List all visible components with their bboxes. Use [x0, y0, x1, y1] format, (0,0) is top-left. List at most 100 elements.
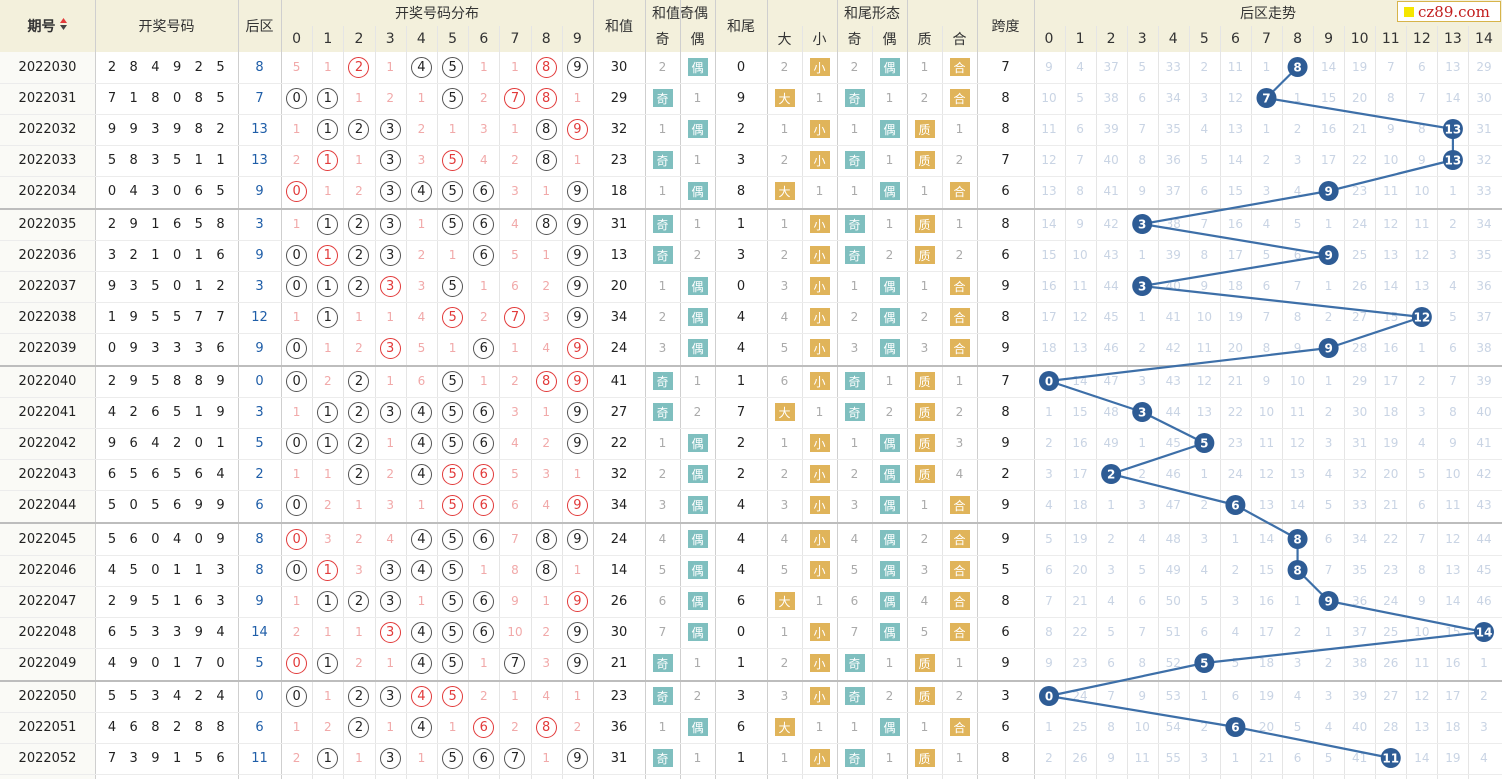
issue-cell[interactable]: 2022035: [18, 216, 77, 232]
site-logo[interactable]: cz89.com: [1397, 1, 1501, 22]
trend-miss-count: 20: [1072, 563, 1088, 577]
trend-miss-count: 36: [1352, 594, 1368, 608]
issue-cell[interactable]: 2022052: [18, 750, 77, 766]
tail-value: 2: [736, 466, 746, 482]
dist-miss-count: 2: [355, 532, 363, 546]
shape-tag: 小: [809, 530, 830, 548]
trend-miss-count: 36: [1165, 153, 1181, 167]
issue-cell[interactable]: 2022037: [18, 278, 77, 294]
shape-tag-cell: 偶: [872, 271, 907, 302]
dist-ball-cell: 1: [312, 209, 343, 240]
trend-miss-count: 12: [1196, 374, 1212, 388]
shape-tag: 小: [809, 277, 830, 295]
issue-cell[interactable]: 2022039: [18, 340, 77, 356]
shape-miss-count: 5: [920, 625, 929, 639]
shape-tag: 合: [949, 89, 970, 107]
shape-miss-count: 2: [955, 405, 964, 419]
shape-miss-count: 1: [780, 122, 789, 136]
column-divider: [1034, 0, 1035, 779]
issue-cell[interactable]: 2022032: [18, 121, 77, 137]
issue-cell[interactable]: 2022050: [18, 688, 77, 704]
parity-tag-cell: 奇: [645, 743, 680, 774]
sum-value: 14: [610, 562, 628, 578]
drawn-digit: 5: [129, 466, 138, 482]
trend-miss-count: 6: [1418, 60, 1426, 74]
trend-miss-count: 45: [1165, 436, 1181, 450]
issue-cell[interactable]: 2022051: [18, 719, 77, 735]
issue-cell[interactable]: 2022042: [18, 435, 77, 451]
shape-miss-count: 3: [780, 689, 789, 703]
sort-arrows-icon[interactable]: [59, 17, 68, 35]
trend-point-circle: [1442, 150, 1463, 170]
dist-ball: 4: [410, 685, 432, 707]
trend-miss-count: 26: [1072, 751, 1088, 765]
issue-cell[interactable]: 2022047: [18, 593, 77, 609]
trend-point-circle: [1318, 338, 1339, 358]
issue-cell[interactable]: 2022033: [18, 152, 77, 168]
header-trend-digit: 9: [1313, 26, 1344, 52]
shape-tag-cell: 小: [802, 114, 837, 145]
trend-miss-count: 23: [1383, 563, 1399, 577]
column-divider: [405, 26, 407, 779]
trend-point-circle: [1473, 622, 1494, 642]
back-number: 9: [255, 183, 264, 199]
trend-miss-count: 11: [1072, 279, 1088, 293]
issue-cell[interactable]: 2022045: [18, 531, 77, 547]
issue-cell[interactable]: 2022036: [18, 247, 77, 263]
issue-cell[interactable]: 2022048: [18, 624, 77, 640]
dist-ball: 5: [442, 621, 464, 643]
dist-ball-cell: 5: [437, 459, 468, 490]
drawn-digit: 1: [129, 90, 138, 106]
shape-tag-cell: 合: [942, 555, 977, 586]
dist-miss-count: 3: [386, 498, 394, 512]
drawn-digit: 1: [172, 562, 182, 578]
parity-tag: 奇: [652, 89, 673, 107]
drawn-digit: 0: [172, 183, 182, 199]
row-divider: [0, 427, 1502, 429]
dist-ball: 3: [379, 590, 401, 612]
issue-cell[interactable]: 2022046: [18, 562, 77, 578]
dist-ball-cell: 5: [437, 209, 468, 240]
issue-cell[interactable]: 2022034: [18, 183, 77, 199]
issue-cell[interactable]: 2022043: [18, 466, 77, 482]
issue-cell[interactable]: 2022030: [18, 59, 77, 75]
shape-tag-cell: 奇: [837, 397, 872, 428]
shape-tag: 小: [809, 623, 830, 641]
trend-miss-count: 22: [1072, 625, 1088, 639]
dist-ball: 7: [504, 306, 526, 328]
dist-ball: 6: [473, 494, 495, 516]
shape-tag-cell: 奇: [837, 240, 872, 271]
issue-cell[interactable]: 2022031: [18, 90, 77, 106]
header-issue[interactable]: 期号: [0, 0, 95, 52]
trend-miss-count: 47: [1103, 374, 1119, 388]
parity-tag-cell: 偶: [680, 555, 715, 586]
shape-tag: 奇: [844, 372, 865, 390]
trend-miss-count: 20: [1227, 341, 1244, 355]
shape-miss-count: 1: [850, 720, 859, 734]
issue-cell[interactable]: 2022044: [18, 497, 77, 513]
parity-miss-count: 1: [693, 751, 702, 765]
trend-miss-count: 3: [1324, 436, 1333, 450]
issue-cell[interactable]: 2022041: [18, 404, 77, 420]
shape-tag: 偶: [879, 530, 900, 548]
drawn-digit: 8: [194, 719, 203, 735]
trend-miss-count: 43: [1103, 248, 1119, 262]
drawn-digit: 5: [129, 688, 138, 704]
drawn-digit: 8: [216, 719, 225, 735]
trend-miss-count: 3: [1231, 594, 1240, 608]
shape-tag-cell: 合: [942, 712, 977, 743]
dist-miss-count: 2: [386, 467, 394, 481]
trend-miss-count: 19: [1072, 532, 1088, 546]
parity-miss-count: 1: [658, 279, 667, 293]
dist-miss-count: 2: [511, 153, 519, 167]
parity-tag: 奇: [652, 372, 673, 390]
issue-cell[interactable]: 2022040: [18, 373, 77, 389]
drawn-digit: 0: [172, 247, 182, 263]
header-trend-digit: 10: [1344, 26, 1375, 52]
dist-ball: 5: [442, 213, 464, 235]
dist-miss-count: 6: [511, 279, 519, 293]
dist-ball-cell: 3: [375, 209, 406, 240]
dist-ball-cell: 3: [375, 397, 406, 428]
issue-cell[interactable]: 2022049: [18, 655, 77, 671]
issue-cell[interactable]: 2022038: [18, 309, 77, 325]
